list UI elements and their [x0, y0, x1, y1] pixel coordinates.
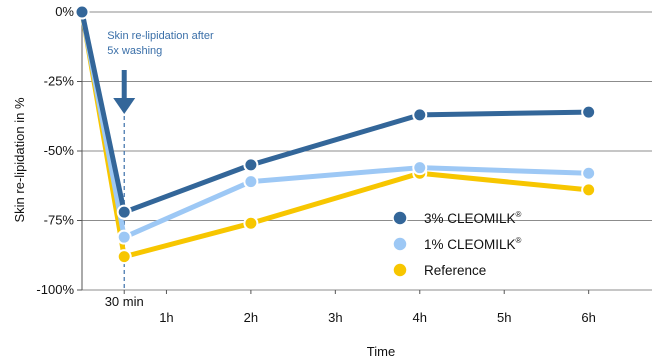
legend: 3% CLEOMILK® 1% CLEOMILK® Reference — [392, 210, 522, 278]
legend-marker — [392, 262, 408, 278]
data-point — [243, 157, 259, 173]
legend-marker — [392, 210, 408, 226]
y-axis-title: Skin re-lipidation in % — [12, 97, 27, 222]
x-tick-label: 2h — [244, 310, 258, 325]
data-point — [581, 182, 597, 198]
data-point — [581, 165, 597, 181]
legend-label: Reference — [424, 263, 486, 278]
annotation: Skin re-lipidation after 5x washing — [107, 30, 214, 290]
y-tick-label: 0% — [55, 4, 74, 19]
axes: 0% -25% -50% -75% -100% 30 min 1h 2h 3h 4h 5h 6h — [36, 4, 595, 325]
annotation-arrow-head — [113, 98, 136, 114]
annotation-text: 5x washing — [107, 45, 162, 57]
data-point — [116, 229, 132, 245]
data-point — [74, 4, 90, 20]
annotation-text: Skin re-lipidation after — [107, 30, 214, 42]
data-point — [116, 249, 132, 265]
data-point — [581, 104, 597, 120]
data-point — [243, 174, 259, 190]
y-tick-label: -50% — [44, 143, 75, 158]
data-point — [243, 215, 259, 231]
gridlines — [82, 11, 652, 291]
data-point — [116, 204, 132, 220]
x-tick-label: 6h — [581, 310, 595, 325]
x-tick-label: 4h — [413, 310, 427, 325]
x-axis-title: Time — [367, 344, 395, 359]
legend-marker — [392, 236, 408, 252]
y-tick-label: -100% — [36, 282, 74, 297]
x-tick-label: 30 min — [105, 294, 144, 309]
series-lines — [74, 4, 597, 265]
x-tick-label: 3h — [328, 310, 342, 325]
legend-label: 1% CLEOMILK® — [424, 236, 522, 252]
y-tick-label: -25% — [44, 74, 75, 89]
y-tick-label: -75% — [44, 213, 75, 228]
data-point — [412, 107, 428, 123]
x-tick-label: 5h — [497, 310, 511, 325]
x-tick-label: 1h — [159, 310, 173, 325]
data-point — [412, 160, 428, 176]
legend-label: 3% CLEOMILK® — [424, 210, 522, 226]
